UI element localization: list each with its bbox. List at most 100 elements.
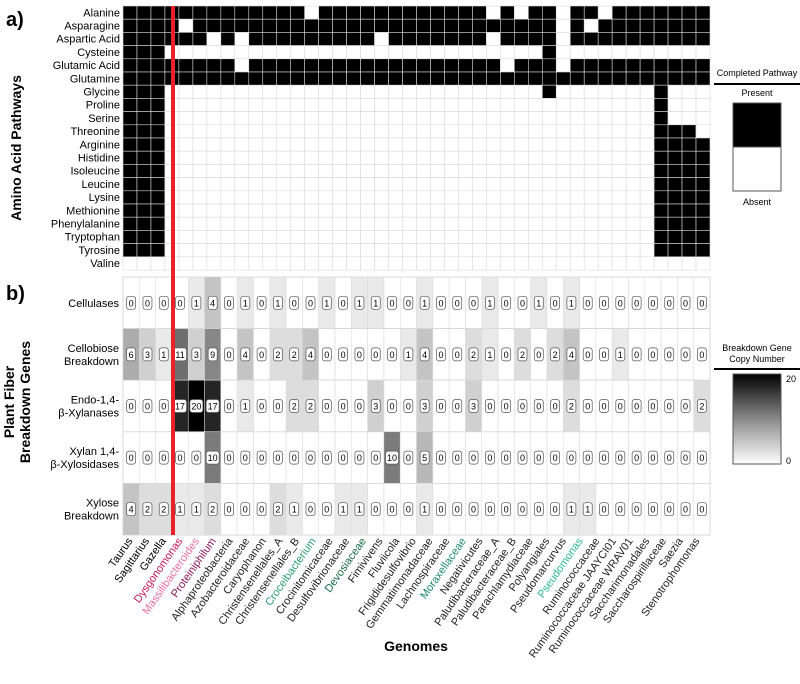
a-cell <box>681 98 697 112</box>
b-value-label: 0 <box>667 298 672 308</box>
legend-a-absent: Absent <box>743 197 772 207</box>
a-cell <box>248 45 264 60</box>
a-cell <box>639 243 655 258</box>
b-value-label: 0 <box>308 505 313 515</box>
legend-b-gradient <box>732 373 782 465</box>
a-cell <box>444 58 459 73</box>
a-cell <box>248 137 264 152</box>
a-cell <box>262 124 278 139</box>
b-value-badge <box>354 502 365 517</box>
a-cell <box>597 18 613 33</box>
a-cell <box>681 58 697 73</box>
a-cell <box>667 84 683 99</box>
a-cell <box>569 71 585 86</box>
a-cell <box>500 98 515 112</box>
b-value-badge <box>370 347 381 362</box>
a-row-label: Glycine <box>83 86 120 98</box>
b-value-label: 0 <box>618 453 623 463</box>
b-value-badge <box>599 295 609 310</box>
a-cell <box>472 32 487 46</box>
a-cell <box>234 84 250 99</box>
b-value-badge <box>305 450 316 465</box>
a-cell <box>472 190 487 205</box>
a-cell <box>290 5 305 20</box>
b-value-label: 0 <box>324 402 329 412</box>
a-cell <box>416 150 431 165</box>
a-cell <box>402 230 417 244</box>
b-value-label: 4 <box>422 350 427 360</box>
a-cell <box>486 190 501 205</box>
a-cell <box>262 164 278 178</box>
a-cell <box>555 137 571 152</box>
a-cell <box>486 98 501 112</box>
b-value-label: 1 <box>585 505 590 515</box>
a-cell <box>192 58 208 73</box>
a-cell <box>681 84 697 99</box>
b-value-badge <box>533 502 544 517</box>
a-cell <box>402 190 417 205</box>
a-cell <box>444 243 459 258</box>
b-value-label: 0 <box>699 453 704 463</box>
a-cell <box>625 5 641 20</box>
b-row-label: β-Xylanases <box>58 408 119 420</box>
a-cell <box>555 84 571 99</box>
a-cell <box>583 58 599 73</box>
a-row-label: Threonine <box>70 126 120 138</box>
a-cell <box>653 150 669 165</box>
a-cell <box>430 150 445 165</box>
a-cell <box>625 203 641 218</box>
a-cell <box>402 84 417 99</box>
b-value-badge <box>550 295 560 310</box>
a-cell <box>695 230 711 244</box>
a-cell <box>220 98 236 112</box>
a-cell <box>444 98 459 112</box>
b-value-label: 0 <box>471 505 476 515</box>
a-cell <box>360 216 375 231</box>
a-cell <box>178 98 194 112</box>
a-cell <box>388 230 403 244</box>
a-cell <box>528 190 543 205</box>
a-cell <box>444 84 459 99</box>
a-cell <box>150 216 166 231</box>
a-cell <box>150 71 166 86</box>
a-cell <box>374 71 389 86</box>
b-value-label: 0 <box>536 505 541 515</box>
b-value-label: 2 <box>569 402 574 412</box>
a-cell <box>458 177 473 192</box>
b-value-badge <box>158 295 169 310</box>
a-cell <box>346 32 361 46</box>
b-value-label: 0 <box>536 453 541 463</box>
a-cell <box>374 32 389 46</box>
b-value-badge <box>648 399 658 413</box>
a-cell <box>514 98 529 112</box>
b-value-badge <box>615 450 626 465</box>
a-cell <box>528 84 543 99</box>
a-cell <box>122 203 138 218</box>
b-value-label: 3 <box>194 350 199 360</box>
a-cell <box>458 18 473 33</box>
a-cell <box>416 230 431 244</box>
b-value-badge <box>631 450 642 465</box>
a-cell <box>541 98 557 112</box>
a-cell <box>346 137 361 152</box>
b-value-badge <box>175 450 185 465</box>
a-cell <box>555 230 571 244</box>
b-value-label: 0 <box>357 350 362 360</box>
b-value-label: 0 <box>536 402 541 412</box>
a-cell <box>569 58 585 73</box>
b-value-badge <box>501 502 512 517</box>
a-cell <box>486 177 501 192</box>
b-value-label: 1 <box>178 505 183 515</box>
a-cell <box>541 58 557 73</box>
b-value-label: 1 <box>275 298 280 308</box>
a-cell <box>220 230 236 244</box>
a-cell <box>206 164 222 178</box>
a-cell <box>583 230 599 244</box>
b-value-badge <box>615 347 626 362</box>
a-cell <box>304 5 319 20</box>
a-cell <box>374 137 389 152</box>
a-cell <box>346 124 361 139</box>
a-cell <box>695 5 711 20</box>
a-cell <box>402 111 417 126</box>
a-cell <box>150 177 166 192</box>
